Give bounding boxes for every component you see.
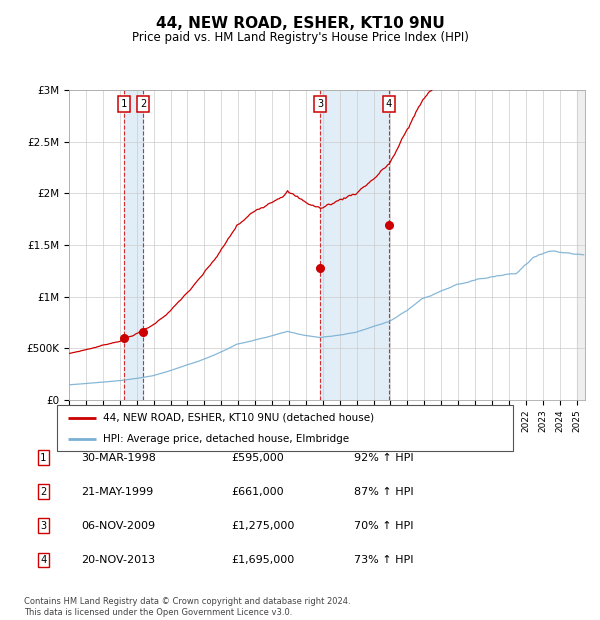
Bar bbox=[320, 90, 389, 400]
Text: 4: 4 bbox=[386, 99, 392, 109]
Text: 2: 2 bbox=[40, 487, 46, 497]
Text: £661,000: £661,000 bbox=[231, 487, 284, 497]
FancyBboxPatch shape bbox=[57, 405, 513, 451]
Text: 21-MAY-1999: 21-MAY-1999 bbox=[81, 487, 153, 497]
Text: 70% ↑ HPI: 70% ↑ HPI bbox=[354, 521, 413, 531]
Text: 06-NOV-2009: 06-NOV-2009 bbox=[81, 521, 155, 531]
Text: Contains HM Land Registry data © Crown copyright and database right 2024.
This d: Contains HM Land Registry data © Crown c… bbox=[24, 598, 350, 617]
Text: 87% ↑ HPI: 87% ↑ HPI bbox=[354, 487, 413, 497]
Text: 4: 4 bbox=[40, 555, 46, 565]
Text: 20-NOV-2013: 20-NOV-2013 bbox=[81, 555, 155, 565]
Text: HPI: Average price, detached house, Elmbridge: HPI: Average price, detached house, Elmb… bbox=[103, 434, 349, 445]
Text: £1,275,000: £1,275,000 bbox=[231, 521, 295, 531]
Bar bbox=[577, 90, 585, 400]
Text: 30-MAR-1998: 30-MAR-1998 bbox=[81, 453, 156, 463]
Text: £595,000: £595,000 bbox=[231, 453, 284, 463]
Text: 44, NEW ROAD, ESHER, KT10 9NU (detached house): 44, NEW ROAD, ESHER, KT10 9NU (detached … bbox=[103, 413, 374, 423]
Text: 1: 1 bbox=[121, 99, 127, 109]
Text: £1,695,000: £1,695,000 bbox=[231, 555, 294, 565]
Text: 3: 3 bbox=[40, 521, 46, 531]
Text: 2: 2 bbox=[140, 99, 146, 109]
Text: 92% ↑ HPI: 92% ↑ HPI bbox=[354, 453, 413, 463]
Text: 44, NEW ROAD, ESHER, KT10 9NU: 44, NEW ROAD, ESHER, KT10 9NU bbox=[155, 16, 445, 30]
Text: 1: 1 bbox=[40, 453, 46, 463]
Text: 73% ↑ HPI: 73% ↑ HPI bbox=[354, 555, 413, 565]
Text: Price paid vs. HM Land Registry's House Price Index (HPI): Price paid vs. HM Land Registry's House … bbox=[131, 31, 469, 44]
Bar bbox=[124, 90, 143, 400]
Text: 3: 3 bbox=[317, 99, 323, 109]
